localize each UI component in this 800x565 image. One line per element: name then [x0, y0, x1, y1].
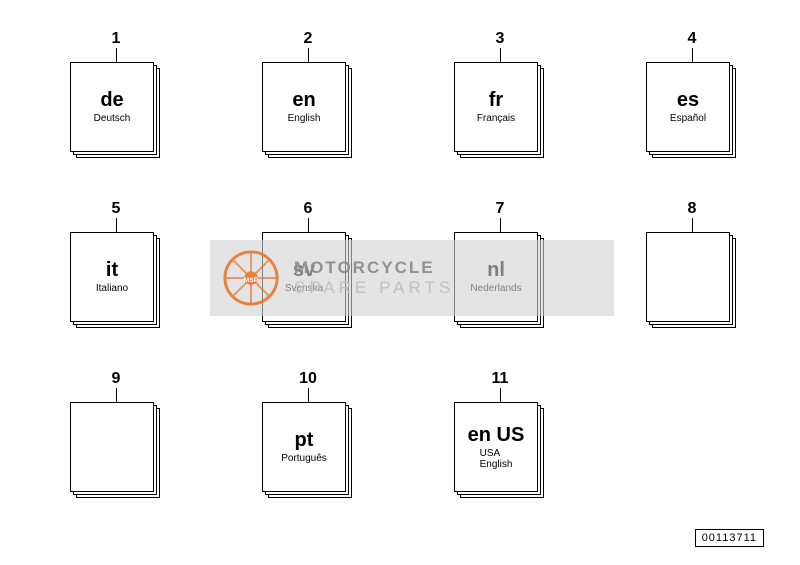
- book-icon: [70, 402, 162, 500]
- diagram-item-8: 8: [632, 200, 752, 330]
- connector-line: [308, 388, 309, 402]
- diagram-item-5: 5 it Italiano: [56, 200, 176, 330]
- item-number: 11: [492, 370, 509, 388]
- connector-line: [116, 48, 117, 62]
- diagram-item-10: 10 pt Português: [248, 370, 368, 500]
- svg-text:MSP: MSP: [244, 277, 259, 284]
- lang-name: English: [288, 113, 321, 124]
- connector-line: [692, 48, 693, 62]
- lang-name: Français: [477, 113, 515, 124]
- diagram-item-2: 2 en English: [248, 30, 368, 160]
- watermark-logo: MSP: [222, 249, 280, 307]
- connector-line: [308, 218, 309, 232]
- connector-line: [116, 218, 117, 232]
- diagram-item-4: 4 es Español: [632, 30, 752, 160]
- connector-line: [500, 218, 501, 232]
- book-icon: de Deutsch: [70, 62, 162, 160]
- book-icon: en US USAEnglish: [454, 402, 546, 500]
- connector-line: [116, 388, 117, 402]
- book-icon: fr Français: [454, 62, 546, 160]
- lang-code: fr: [489, 90, 503, 110]
- book-icon: pt Português: [262, 402, 354, 500]
- lang-code: pt: [295, 430, 314, 450]
- diagram-item-1: 1 de Deutsch: [56, 30, 176, 160]
- item-number: 1: [112, 30, 121, 48]
- item-number: 5: [112, 200, 121, 218]
- item-number: 2: [304, 30, 313, 48]
- diagram-item-3: 3 fr Français: [440, 30, 560, 160]
- item-number: 8: [688, 200, 697, 218]
- connector-line: [500, 388, 501, 402]
- lang-code: de: [100, 90, 123, 110]
- book-icon: [646, 232, 738, 330]
- part-number-box: 00113711: [695, 529, 764, 547]
- book-icon: en English: [262, 62, 354, 160]
- item-number: 3: [496, 30, 505, 48]
- watermark-line1: MOTORCYCLE: [294, 258, 454, 278]
- lang-code: es: [677, 90, 699, 110]
- item-number: 10: [299, 370, 317, 388]
- lang-name: Italiano: [96, 283, 128, 294]
- lang-name: USAEnglish: [480, 448, 513, 470]
- lang-name: Português: [281, 453, 327, 464]
- item-number: 7: [496, 200, 505, 218]
- diagram-item-11: 11 en US USAEnglish: [440, 370, 560, 500]
- diagram-item-9: 9: [56, 370, 176, 500]
- watermark-text: MOTORCYCLE SPARE PARTS: [294, 258, 454, 297]
- item-number: 9: [112, 370, 121, 388]
- book-icon: it Italiano: [70, 232, 162, 330]
- lang-name: Deutsch: [94, 113, 131, 124]
- connector-line: [692, 218, 693, 232]
- connector-line: [308, 48, 309, 62]
- connector-line: [500, 48, 501, 62]
- lang-code: en: [292, 90, 315, 110]
- item-number: 4: [688, 30, 697, 48]
- watermark-line2: SPARE PARTS: [294, 278, 454, 298]
- lang-name: Español: [670, 113, 706, 124]
- item-number: 6: [304, 200, 313, 218]
- book-icon: es Español: [646, 62, 738, 160]
- lang-code: en US: [468, 425, 525, 445]
- lang-code: it: [106, 260, 118, 280]
- watermark-banner: MSP MOTORCYCLE SPARE PARTS: [210, 240, 614, 316]
